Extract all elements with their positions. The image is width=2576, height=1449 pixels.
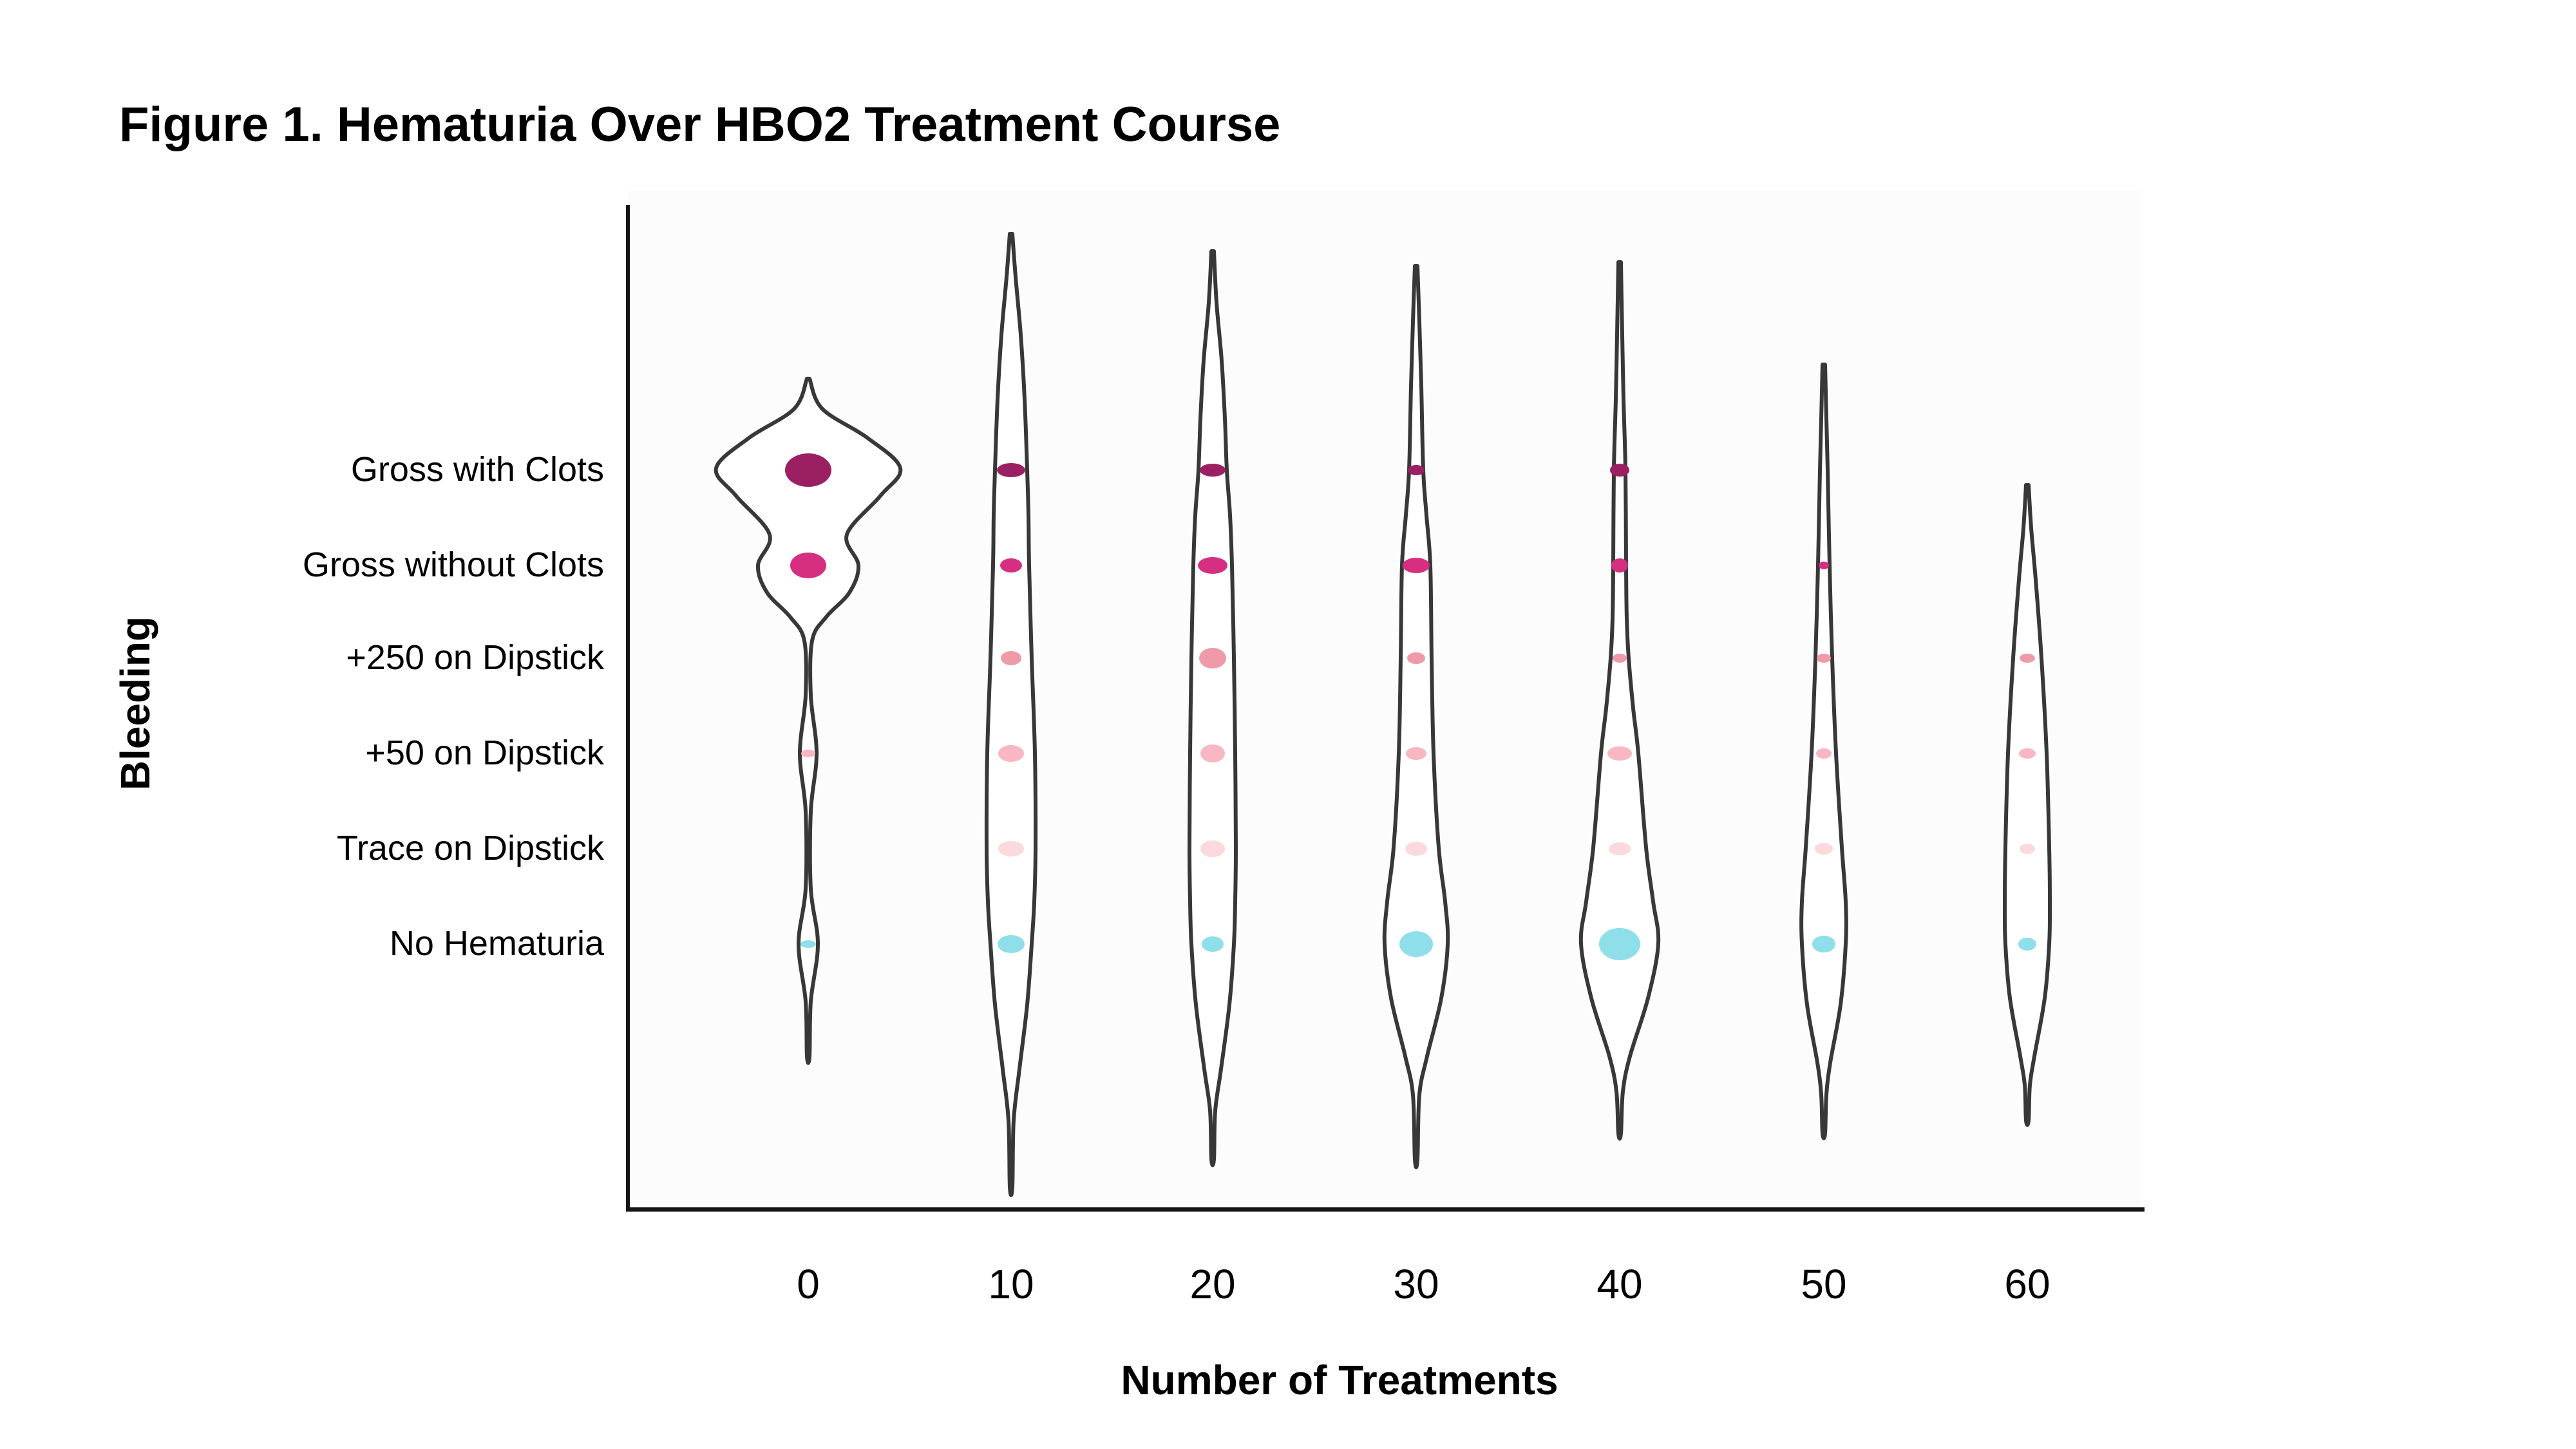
dot-10-p250: [1001, 651, 1021, 665]
x-tick-30: 30: [1393, 1261, 1439, 1307]
dot-40-p250: [1613, 654, 1627, 663]
dot-30-gwoc: [1403, 558, 1430, 573]
dot-20-p250: [1199, 648, 1226, 668]
dot-10-gwoc: [1000, 558, 1022, 573]
violin-20: [1188, 249, 1238, 1168]
dot-20-p50: [1200, 744, 1225, 762]
dot-60-none: [2018, 938, 2036, 951]
dot-30-p250: [1407, 652, 1425, 664]
y-label-none: No Hematuria: [389, 924, 604, 963]
y-label-gwoc: Gross without Clots: [302, 545, 604, 584]
violin-40: [1578, 260, 1661, 1141]
dot-40-trace: [1609, 842, 1631, 855]
dot-50-trace: [1815, 843, 1833, 855]
dot-30-p50: [1406, 747, 1426, 760]
x-tick-20: 20: [1189, 1261, 1236, 1307]
dot-60-p250: [2020, 654, 2035, 663]
y-label-p250: +250 on Dipstick: [346, 638, 604, 677]
dot-50-gwoc: [1819, 562, 1829, 569]
x-axis-title: Number of Treatments: [1121, 1357, 1558, 1403]
violin-60: [2002, 483, 2052, 1127]
dot-50-p50: [1816, 748, 1832, 759]
dot-20-gwc: [1200, 464, 1226, 477]
dot-10-p50: [998, 745, 1024, 762]
dot-30-trace: [1405, 842, 1427, 856]
dot-60-trace: [2020, 844, 2035, 854]
x-tick-10: 10: [988, 1261, 1034, 1307]
violin-10: [984, 232, 1038, 1197]
dot-40-p50: [1607, 746, 1632, 761]
y-label-p50: +50 on Dipstick: [365, 734, 604, 772]
dot-30-gwc: [1408, 465, 1425, 475]
x-tick-60: 60: [2004, 1261, 2050, 1307]
x-tick-40: 40: [1596, 1261, 1643, 1307]
x-tick-0: 0: [797, 1261, 820, 1307]
figure-title: Figure 1. Hematuria Over HBO2 Treatment …: [119, 97, 1281, 152]
dot-30-none: [1399, 931, 1433, 957]
dot-10-none: [998, 935, 1025, 953]
dot-20-trace: [1200, 840, 1225, 857]
dot-40-none: [1599, 928, 1640, 960]
y-label-gwc: Gross with Clots: [350, 450, 604, 489]
plot-panel: [628, 191, 2141, 1209]
dot-0-p50: [801, 750, 815, 757]
dot-40-gwoc: [1611, 558, 1628, 573]
y-axis-title: Bleeding: [112, 616, 158, 791]
violin-0: [714, 377, 903, 1065]
dot-0-none: [800, 940, 816, 948]
dot-50-none: [1812, 936, 1835, 952]
dot-20-none: [1202, 936, 1224, 952]
dot-0-gwoc: [790, 553, 826, 578]
dot-10-gwc: [997, 463, 1025, 477]
x-tick-50: 50: [1801, 1261, 1847, 1307]
dot-50-p250: [1817, 654, 1831, 663]
dot-40-gwc: [1610, 464, 1629, 477]
dot-10-trace: [998, 841, 1024, 857]
dot-20-gwoc: [1198, 557, 1227, 574]
dot-60-p50: [2019, 748, 2036, 759]
y-label-trace: Trace on Dipstick: [336, 829, 604, 867]
dot-0-gwc: [785, 453, 831, 487]
